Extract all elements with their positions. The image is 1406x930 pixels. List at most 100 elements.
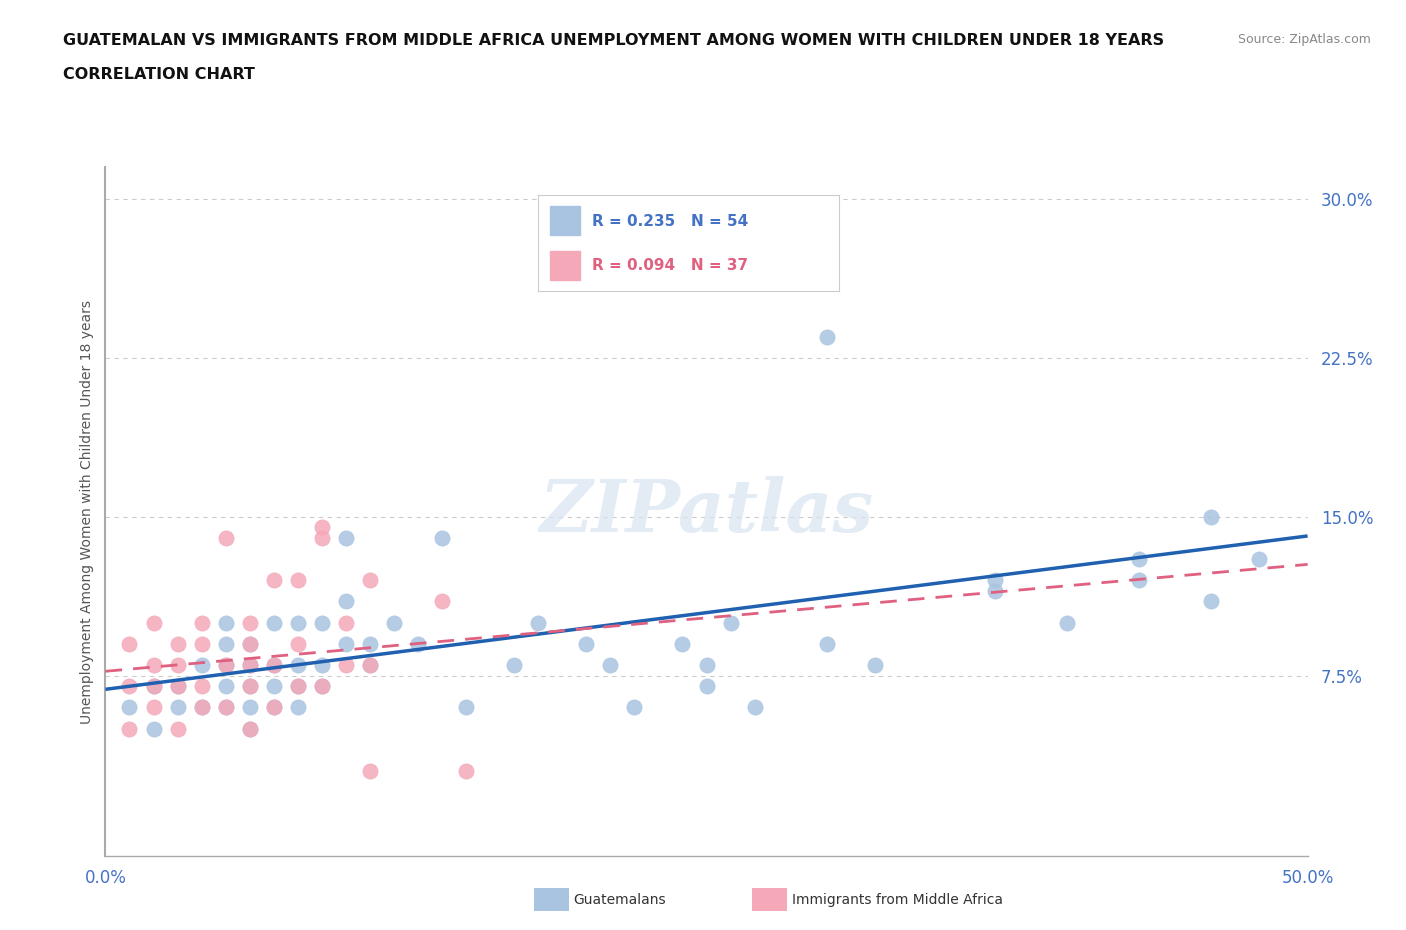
Point [239, 636, 262, 651]
Point [359, 764, 381, 778]
Point [696, 658, 718, 672]
Point [287, 679, 309, 694]
Point [382, 616, 405, 631]
Point [214, 658, 236, 672]
Point [335, 636, 357, 651]
Point [214, 616, 236, 631]
Text: CORRELATION CHART: CORRELATION CHART [63, 67, 254, 82]
Point [744, 700, 766, 715]
Point [863, 658, 886, 672]
Point [311, 616, 333, 631]
Point [287, 658, 309, 672]
Point [118, 721, 141, 736]
Point [118, 700, 141, 715]
Point [599, 658, 621, 672]
Point [239, 679, 262, 694]
Point [142, 679, 165, 694]
Point [335, 658, 357, 672]
Point [239, 616, 262, 631]
Text: Immigrants from Middle Africa: Immigrants from Middle Africa [792, 893, 1002, 908]
Point [1128, 573, 1150, 588]
Point [214, 679, 236, 694]
Point [335, 530, 357, 545]
Point [263, 658, 285, 672]
Point [214, 530, 236, 545]
Point [166, 658, 188, 672]
Point [1056, 616, 1078, 631]
Point [287, 700, 309, 715]
Point [214, 658, 236, 672]
Point [454, 764, 477, 778]
Text: R = 0.094   N = 37: R = 0.094 N = 37 [592, 258, 748, 272]
Point [166, 679, 188, 694]
Point [335, 616, 357, 631]
Point [984, 573, 1007, 588]
Point [263, 700, 285, 715]
Point [166, 679, 188, 694]
Point [287, 679, 309, 694]
Text: R = 0.235   N = 54: R = 0.235 N = 54 [592, 215, 748, 230]
Point [287, 616, 309, 631]
Point [214, 636, 236, 651]
Point [287, 573, 309, 588]
Point [263, 616, 285, 631]
Point [287, 636, 309, 651]
Point [1201, 510, 1223, 525]
Text: ZIPatlas: ZIPatlas [540, 476, 873, 547]
Point [815, 329, 838, 344]
Point [671, 636, 693, 651]
Point [1201, 594, 1223, 609]
Point [190, 679, 212, 694]
Point [696, 679, 718, 694]
Point [142, 700, 165, 715]
Point [720, 616, 742, 631]
Point [190, 636, 212, 651]
Point [984, 583, 1007, 598]
Bar [550, 206, 581, 235]
Point [623, 700, 645, 715]
Point [815, 636, 838, 651]
Point [214, 700, 236, 715]
Point [190, 658, 212, 672]
Y-axis label: Unemployment Among Women with Children Under 18 years: Unemployment Among Women with Children U… [80, 299, 94, 724]
Point [142, 658, 165, 672]
Point [527, 616, 550, 631]
Point [311, 658, 333, 672]
Point [359, 658, 381, 672]
Point [142, 721, 165, 736]
Point [311, 679, 333, 694]
Point [239, 636, 262, 651]
Point [166, 700, 188, 715]
Point [142, 679, 165, 694]
Point [311, 520, 333, 535]
Point [406, 636, 429, 651]
Point [239, 700, 262, 715]
Point [575, 636, 598, 651]
Point [335, 594, 357, 609]
Point [190, 700, 212, 715]
Point [142, 616, 165, 631]
Point [118, 679, 141, 694]
Point [263, 700, 285, 715]
Point [214, 700, 236, 715]
Point [239, 721, 262, 736]
Point [359, 636, 381, 651]
Point [263, 679, 285, 694]
Point [311, 530, 333, 545]
Point [430, 594, 453, 609]
Point [166, 721, 188, 736]
Point [454, 700, 477, 715]
Point [430, 530, 453, 545]
Text: Guatemalans: Guatemalans [574, 893, 666, 908]
Point [1128, 551, 1150, 566]
Point [263, 658, 285, 672]
Point [359, 658, 381, 672]
Point [1249, 551, 1271, 566]
Bar [550, 251, 581, 280]
Point [118, 636, 141, 651]
Point [166, 636, 188, 651]
Text: GUATEMALAN VS IMMIGRANTS FROM MIDDLE AFRICA UNEMPLOYMENT AMONG WOMEN WITH CHILDR: GUATEMALAN VS IMMIGRANTS FROM MIDDLE AFR… [63, 33, 1164, 47]
Point [263, 573, 285, 588]
Point [239, 658, 262, 672]
Point [190, 616, 212, 631]
